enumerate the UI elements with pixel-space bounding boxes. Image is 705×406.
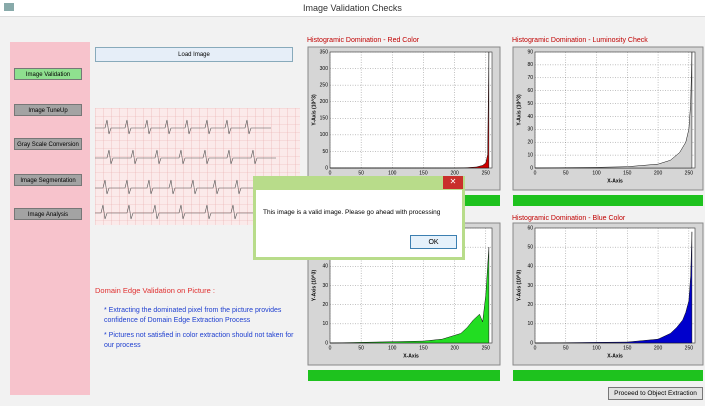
y-tick-label: 40 bbox=[527, 264, 533, 270]
x-axis-label: X-Axis bbox=[403, 353, 419, 359]
proceed-button[interactable]: Proceed to Object Extraction bbox=[608, 387, 703, 400]
dialog-close[interactable]: ✕ bbox=[443, 176, 463, 189]
y-tick-label: 0 bbox=[325, 340, 328, 346]
y-tick-label: 100 bbox=[320, 132, 329, 138]
y-tick-label: 250 bbox=[320, 82, 329, 88]
ok-button[interactable]: OK bbox=[410, 235, 457, 249]
y-tick-label: 30 bbox=[527, 127, 533, 133]
y-tick-label: 80 bbox=[527, 62, 533, 68]
y-tick-label: 50 bbox=[527, 244, 533, 250]
x-tick-label: 250 bbox=[482, 170, 491, 176]
y-tick-label: 50 bbox=[527, 101, 533, 107]
y-tick-label: 20 bbox=[527, 302, 533, 308]
y-tick-label: 150 bbox=[320, 116, 329, 122]
y-tick-label: 200 bbox=[320, 99, 329, 105]
plot-area bbox=[329, 51, 493, 169]
x-tick-label: 200 bbox=[654, 345, 663, 351]
x-tick-label: 250 bbox=[482, 345, 491, 351]
sidebar-button[interactable]: Image TuneUp bbox=[14, 104, 82, 116]
y-tick-label: 20 bbox=[527, 140, 533, 146]
x-tick-label: 0 bbox=[534, 345, 537, 351]
x-tick-label: 0 bbox=[534, 170, 537, 176]
x-tick-label: 200 bbox=[654, 170, 663, 176]
chart-title: Histogramic Domination - Red Color bbox=[307, 37, 420, 44]
y-tick-label: 300 bbox=[320, 66, 329, 72]
title-bar: Image Validation Checks bbox=[0, 0, 705, 17]
x-tick-label: 150 bbox=[419, 345, 428, 351]
y-axis-label: Y-Axis (10^3) bbox=[516, 270, 522, 302]
sidebar-button[interactable]: Image Validation bbox=[14, 68, 82, 80]
x-tick-label: 0 bbox=[329, 170, 332, 176]
y-tick-label: 10 bbox=[322, 321, 328, 327]
dialog-body: This image is a valid image. Please go a… bbox=[256, 190, 462, 257]
x-tick-label: 250 bbox=[685, 345, 694, 351]
y-tick-label: 70 bbox=[527, 75, 533, 81]
x-tick-label: 50 bbox=[563, 170, 569, 176]
load-image-button[interactable]: Load Image bbox=[95, 47, 293, 62]
sidebar-button[interactable]: Image Analysis bbox=[14, 208, 82, 220]
status-bar bbox=[513, 195, 703, 206]
x-tick-label: 150 bbox=[623, 170, 632, 176]
note-bullet: * Extracting the dominated pixel from th… bbox=[104, 307, 282, 324]
histogram-area bbox=[330, 51, 490, 169]
chart-title: Histogramic Domination - Luminosity Chec… bbox=[512, 37, 648, 44]
status-bar bbox=[308, 370, 500, 381]
y-tick-label: 10 bbox=[527, 152, 533, 158]
y-tick-label: 40 bbox=[322, 264, 328, 270]
window-title: Image Validation Checks bbox=[303, 3, 402, 13]
x-tick-label: 100 bbox=[388, 345, 397, 351]
y-axis-label: Y-Axis (10^3) bbox=[516, 94, 522, 126]
y-axis-label: Y-Axis (10^3) bbox=[311, 94, 317, 126]
x-tick-label: 50 bbox=[563, 345, 569, 351]
x-tick-label: 50 bbox=[358, 345, 364, 351]
y-tick-label: 30 bbox=[527, 283, 533, 289]
x-tick-label: 100 bbox=[592, 345, 601, 351]
sidebar-button[interactable]: Image Segmentation bbox=[14, 174, 82, 186]
x-tick-label: 150 bbox=[623, 345, 632, 351]
y-tick-label: 10 bbox=[527, 321, 533, 327]
y-tick-label: 40 bbox=[527, 114, 533, 120]
note-bullet: * Pictures not satisfied in color extrac… bbox=[104, 332, 294, 349]
x-tick-label: 150 bbox=[419, 170, 428, 176]
y-tick-label: 30 bbox=[322, 283, 328, 289]
dialog: ✕ This image is a valid image. Please go… bbox=[253, 176, 465, 260]
app-icon bbox=[4, 3, 14, 11]
chart-title: Histogramic Domination - Blue Color bbox=[512, 215, 626, 222]
y-tick-label: 50 bbox=[322, 149, 328, 155]
histogram-area bbox=[534, 51, 693, 169]
y-tick-label: 0 bbox=[530, 165, 533, 171]
y-tick-label: 60 bbox=[527, 225, 533, 231]
x-tick-label: 100 bbox=[388, 170, 397, 176]
y-tick-label: 0 bbox=[530, 340, 533, 346]
y-axis-label: Y-Axis (10^3) bbox=[311, 270, 317, 302]
x-tick-label: 200 bbox=[450, 170, 459, 176]
x-tick-label: 100 bbox=[592, 170, 601, 176]
y-tick-label: 20 bbox=[322, 302, 328, 308]
dialog-message: This image is a valid image. Please go a… bbox=[263, 209, 441, 216]
y-tick-label: 90 bbox=[527, 49, 533, 55]
sidebar-button[interactable]: Gray Scale Conversion bbox=[14, 138, 82, 150]
y-tick-label: 60 bbox=[527, 88, 533, 94]
x-tick-label: 0 bbox=[329, 345, 332, 351]
x-axis-label: X-Axis bbox=[607, 353, 623, 359]
plot-area bbox=[534, 51, 696, 169]
x-axis-label: X-Axis bbox=[607, 178, 623, 184]
histogram-area bbox=[534, 231, 693, 344]
x-tick-label: 250 bbox=[685, 170, 694, 176]
histogram-area bbox=[329, 247, 490, 344]
y-tick-label: 0 bbox=[325, 165, 328, 171]
x-tick-label: 50 bbox=[358, 170, 364, 176]
y-tick-label: 350 bbox=[320, 49, 329, 55]
x-tick-label: 200 bbox=[450, 345, 459, 351]
status-bar bbox=[513, 370, 703, 381]
note-heading: Domain Edge Validation on Picture : bbox=[95, 286, 215, 295]
